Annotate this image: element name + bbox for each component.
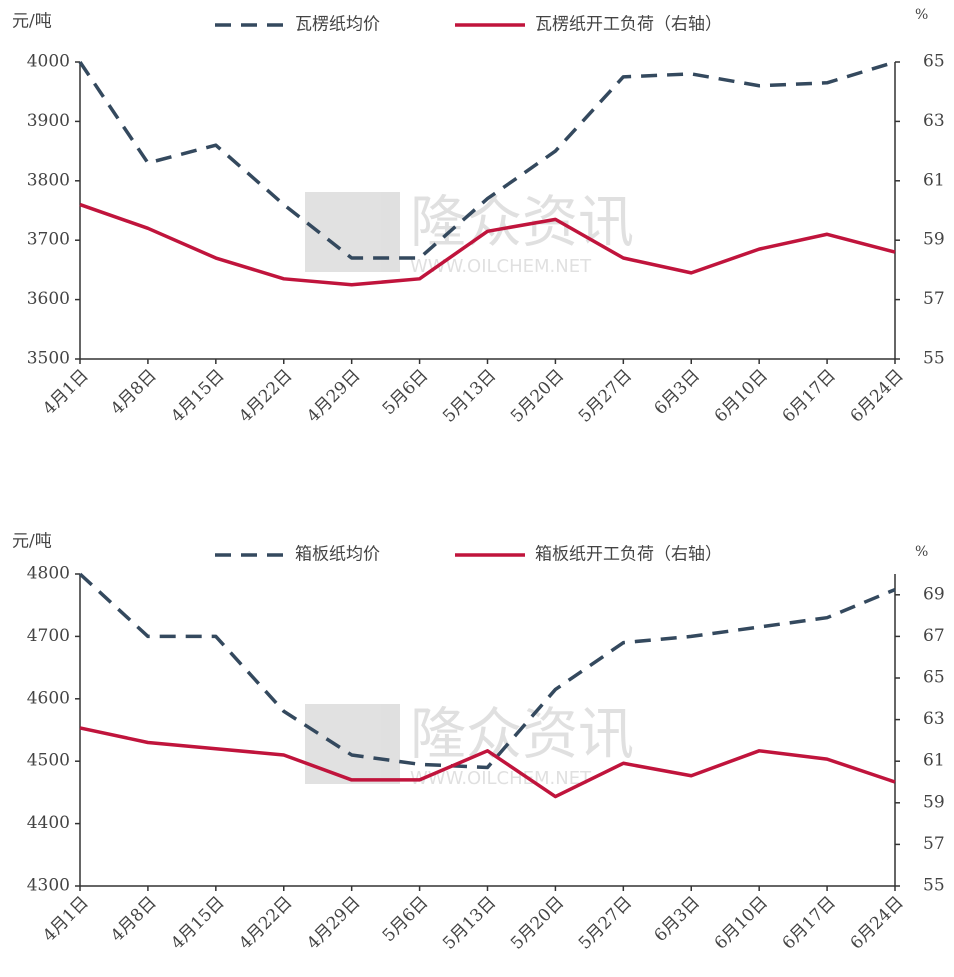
x-tick-label: 5月20日	[507, 893, 568, 954]
series-line	[79, 726, 896, 799]
y2-tick-label: 55	[923, 349, 945, 369]
x-tick-label: 6月24日	[847, 893, 908, 954]
x-tick-label: 5月6日	[379, 893, 432, 946]
y-tick-label: 3700	[27, 230, 70, 250]
watermark-url: WWW.OILCHEM.NET	[410, 768, 592, 789]
x-tick-label: 5月20日	[507, 366, 568, 427]
y2-tick-label: 69	[923, 584, 945, 604]
y-tick-label: 3900	[27, 111, 70, 131]
x-tick-label: 4月1日	[39, 893, 92, 946]
x-tick-label: 4月22日	[235, 366, 296, 427]
y2-tick-label: 57	[923, 289, 945, 309]
y2-tick-label: 67	[923, 626, 945, 646]
y-tick-label: 4700	[27, 626, 70, 646]
y2-tick-label: 59	[923, 230, 945, 250]
x-tick-label: 5月13日	[439, 893, 500, 954]
x-tick-label: 5月6日	[379, 366, 432, 419]
y-tick-label: 3500	[27, 349, 70, 369]
series-line	[79, 202, 896, 287]
y-tick-label: 4500	[27, 751, 70, 771]
x-tick-label: 4月15日	[167, 366, 228, 427]
y-tick-label: 3800	[27, 170, 70, 190]
y-tick-label: 4800	[27, 564, 70, 584]
x-tick-label: 4月8日	[107, 893, 160, 946]
y2-tick-label: 61	[923, 170, 945, 190]
legend-label: 箱板纸开工负荷（右轴）	[535, 545, 722, 565]
x-tick-label: 4月29日	[303, 366, 364, 427]
x-tick-label: 6月10日	[711, 366, 772, 427]
y-tick-label: 4300	[27, 876, 70, 896]
x-tick-label: 4月1日	[39, 366, 92, 419]
x-tick-label: 5月27日	[575, 893, 636, 954]
x-tick-label: 6月10日	[711, 893, 772, 954]
legend-label: 箱板纸均价	[295, 545, 380, 565]
x-tick-label: 4月29日	[303, 893, 364, 954]
y-tick-label: 3600	[27, 289, 70, 309]
x-tick-label: 6月17日	[779, 366, 840, 427]
y2-tick-label: 57	[923, 834, 945, 854]
x-tick-label: 4月15日	[167, 893, 228, 954]
y2-axis-label: %	[915, 544, 928, 560]
y2-tick-label: 61	[923, 751, 945, 771]
x-tick-label: 6月24日	[847, 366, 908, 427]
watermark-logo	[305, 704, 400, 784]
y2-tick-label: 65	[923, 52, 945, 72]
y2-tick-label: 59	[923, 792, 945, 812]
x-tick-label: 5月13日	[439, 366, 500, 427]
y2-tick-label: 55	[923, 876, 945, 896]
y2-tick-label: 63	[923, 111, 945, 131]
x-tick-label: 6月17日	[779, 893, 840, 954]
y2-tick-label: 65	[923, 668, 945, 688]
legend-label: 瓦楞纸开工负荷（右轴）	[535, 15, 722, 35]
x-tick-label: 6月3日	[650, 893, 703, 946]
x-tick-label: 4月8日	[107, 366, 160, 419]
legend-label: 瓦楞纸均价	[295, 15, 380, 35]
y-axis-label: 元/吨	[12, 12, 52, 32]
series-line	[78, 60, 896, 260]
y-axis-label: 元/吨	[12, 532, 52, 552]
watermark-text: 隆众资讯	[410, 703, 634, 768]
y2-axis-label: %	[915, 7, 928, 23]
watermark-url: WWW.OILCHEM.NET	[410, 256, 592, 277]
y-tick-label: 4000	[27, 52, 70, 72]
y2-tick-label: 63	[923, 709, 945, 729]
x-tick-label: 5月27日	[575, 366, 636, 427]
x-tick-label: 4月22日	[235, 893, 296, 954]
series-line	[78, 572, 896, 770]
x-tick-label: 6月3日	[650, 366, 703, 419]
y-tick-label: 4600	[27, 688, 70, 708]
y-tick-label: 4400	[27, 813, 70, 833]
